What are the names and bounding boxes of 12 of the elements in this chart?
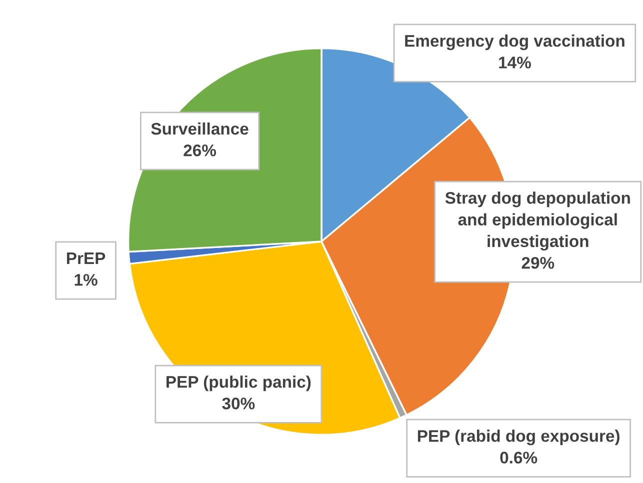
slice-label: Emergency dog vaccination	[405, 34, 624, 50]
slice-label: PEP (rabid dog exposure)	[418, 430, 620, 446]
data-label: 0.6%	[500, 452, 538, 464]
data-label: 30%	[222, 398, 255, 410]
data-label: 1%	[74, 274, 98, 286]
slice-label: Stray dog depopulation and epidemiological investigation	[445, 192, 630, 251]
data-label: 14%	[499, 56, 531, 68]
slice-label: PrEP	[66, 252, 106, 264]
data-label: 29%	[522, 256, 554, 269]
data-label: 26%	[184, 144, 216, 156]
slice-label: Surveillance	[151, 122, 248, 135]
slice-label: PEP (public panic)	[166, 376, 311, 392]
